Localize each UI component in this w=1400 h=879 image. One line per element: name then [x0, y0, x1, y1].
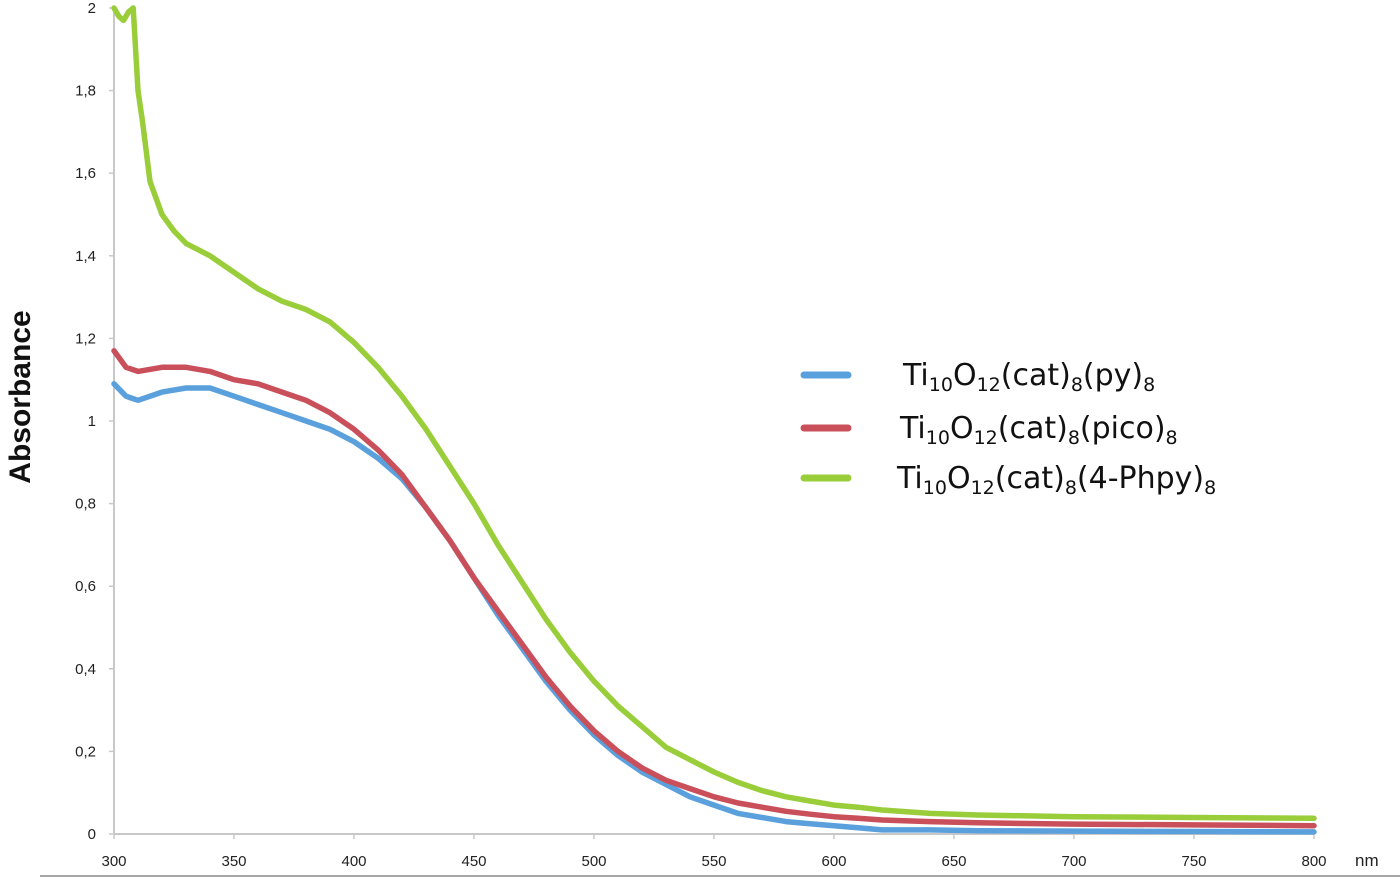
- x-tick-label: 600: [821, 853, 846, 870]
- x-tick-label: 300: [101, 853, 126, 870]
- y-tick-label: 0,8: [75, 496, 96, 513]
- x-tick-label: 750: [1181, 853, 1206, 870]
- x-tick-label: 500: [581, 853, 606, 870]
- y-tick-label: 1: [88, 413, 96, 430]
- series-line-3: [111, 5, 1317, 822]
- legend-label-1: Ti10O12(cat)8(py)8: [902, 358, 1155, 396]
- x-tick-label: 700: [1061, 853, 1086, 870]
- y-tick-label: 0: [88, 826, 96, 843]
- plot-axes: [40, 8, 1400, 877]
- x-tick-label: 350: [221, 853, 246, 870]
- series-lines: [111, 5, 1317, 835]
- y-tick-label: 0,6: [75, 578, 96, 595]
- y-tick-label: 1,6: [75, 165, 96, 182]
- series-line-2: [111, 348, 1317, 829]
- y-tick-label: 2: [88, 0, 96, 17]
- x-tick-labels: 300 350 400 450 500 550 600 650 700 750 800: [101, 834, 1327, 870]
- legend: Ti10O12(cat)8(py)8 Ti10O12(cat)8(pico)8 Ti…: [800, 358, 1216, 499]
- x-tick-label: 450: [461, 853, 486, 870]
- series-line-1: [111, 381, 1317, 835]
- x-tick-label: 400: [341, 853, 366, 870]
- x-tick-label: 550: [701, 853, 726, 870]
- x-tick-label: 650: [941, 853, 966, 870]
- y-tick-label: 1,8: [75, 83, 96, 100]
- legend-label-3: Ti10O12(cat)8(4-Phpy)8: [896, 461, 1216, 499]
- x-tick-label: 800: [1301, 853, 1326, 870]
- y-tick-labels: 0 0,2 0,4 0,6 0,8 1 1,2 1,4 1,6 1,8 2: [75, 0, 114, 843]
- y-tick-label: 1,2: [75, 330, 96, 347]
- y-axis-title: Absorbance: [4, 310, 37, 483]
- y-tick-label: 0,2: [75, 743, 96, 760]
- legend-label-2: Ti10O12(cat)8(pico)8: [899, 411, 1178, 449]
- x-axis-unit-label: nm: [1355, 851, 1379, 870]
- y-tick-label: 0,4: [75, 661, 96, 678]
- y-tick-label: 1,4: [75, 248, 96, 265]
